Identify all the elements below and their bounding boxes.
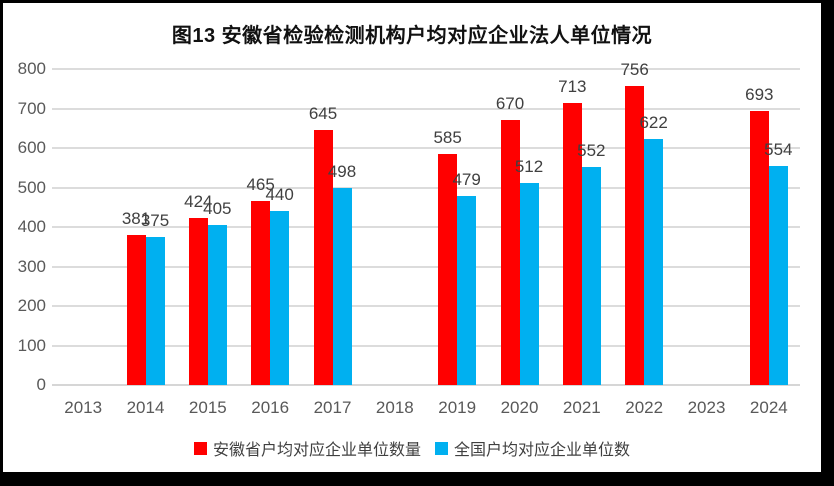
bar-anhui-2022 (625, 86, 645, 385)
y-tick-label: 300 (17, 256, 46, 276)
bar-value-label: 554 (764, 140, 793, 160)
bar-value-label: 479 (452, 169, 481, 189)
bar-value-label: 498 (327, 162, 357, 182)
bar-anhui-2017 (313, 130, 333, 385)
bar-national-2016 (270, 211, 290, 385)
x-axis-label: 2019 (438, 398, 477, 417)
y-tick-label: 500 (17, 177, 46, 197)
bar-value-label: 552 (577, 140, 606, 160)
legend-item-anhui: 安徽省户均对应企业单位数量 (193, 436, 421, 460)
bar-national-2015 (207, 225, 227, 385)
x-axis-label: 2021 (562, 398, 601, 417)
y-tick-label: 800 (17, 59, 46, 78)
legend-label-anhui: 安徽省户均对应企业单位数量 (212, 442, 421, 459)
bar-value-label: 585 (433, 127, 462, 147)
plot-area: 381 424 465 645 585 670 713 756 693 375 405 440 498 4… (52, 60, 800, 386)
bar-value-label: 375 (140, 210, 170, 230)
bar-anhui-2021 (562, 103, 582, 385)
bar-value-label: 381 (121, 208, 151, 228)
x-axis-label: 2017 (313, 398, 352, 417)
legend-marker-national (435, 441, 448, 455)
x-axis-label: 2022 (625, 398, 664, 417)
y-tick-label: 700 (17, 98, 46, 118)
bar-anhui-2024 (749, 111, 769, 385)
bar-anhui-2016 (251, 201, 271, 385)
gridline (52, 226, 800, 228)
legend-marker-anhui (193, 441, 207, 455)
x-axis-label: 2023 (687, 398, 726, 417)
bar-national-2022 (644, 139, 664, 385)
y-tick-label: 100 (17, 335, 46, 355)
bar-national-2024 (768, 166, 788, 385)
legend: 安徽省户均对应企业单位数量 全国户均对应企业单位数 (3, 436, 821, 460)
x-axis-label: 2014 (126, 398, 165, 417)
y-tick-label: 200 (17, 296, 46, 315)
gridline (52, 147, 800, 149)
bar-value-label: 645 (308, 104, 338, 124)
gridline (52, 305, 800, 307)
gridline (52, 186, 800, 189)
bar-anhui-2015 (188, 217, 208, 385)
x-axis-label: 2013 (64, 398, 103, 417)
bar-value-label: 622 (639, 113, 668, 133)
gridline (52, 265, 800, 268)
x-axis-label: 2015 (188, 398, 227, 417)
bar-national-2020 (519, 182, 539, 385)
legend-label-national: 全国户均对应企业单位数 (454, 442, 631, 459)
gridline (52, 107, 800, 110)
chart-title: 图13 安徽省检验检测机构户均对应企业法人单位情况 (171, 25, 653, 47)
bar-value-label: 424 (184, 191, 213, 211)
legend-item-national: 全国户均对应企业单位数 (435, 436, 630, 460)
bar-value-label: 405 (203, 199, 232, 219)
bar-value-label: 465 (246, 175, 275, 195)
bar-value-label: 440 (265, 185, 294, 205)
bar-national-2021 (581, 166, 601, 385)
x-axis-label: 2020 (500, 398, 539, 417)
bar-anhui-2014 (126, 234, 146, 385)
x-axis-line (52, 384, 800, 386)
x-axis-label: 2016 (251, 398, 290, 417)
bar-value-label: 756 (620, 60, 649, 80)
bar-value-label: 713 (558, 77, 587, 97)
bar-value-label: 670 (495, 94, 525, 114)
bar-value-label: 512 (514, 156, 544, 176)
bar-anhui-2020 (500, 120, 520, 385)
bar-national-2017 (332, 188, 352, 385)
y-tick-label: 0 (36, 375, 46, 394)
x-axis-label: 2024 (749, 398, 788, 417)
y-tick-label: 600 (17, 138, 46, 157)
gridline (52, 68, 800, 70)
bar-anhui-2019 (438, 153, 458, 385)
y-tick-label: 400 (17, 217, 46, 236)
bar-national-2014 (145, 236, 165, 385)
x-axis-label: 2018 (375, 398, 414, 417)
gridline (52, 344, 800, 347)
bar-value-label: 693 (745, 85, 774, 105)
bar-national-2019 (457, 195, 477, 385)
